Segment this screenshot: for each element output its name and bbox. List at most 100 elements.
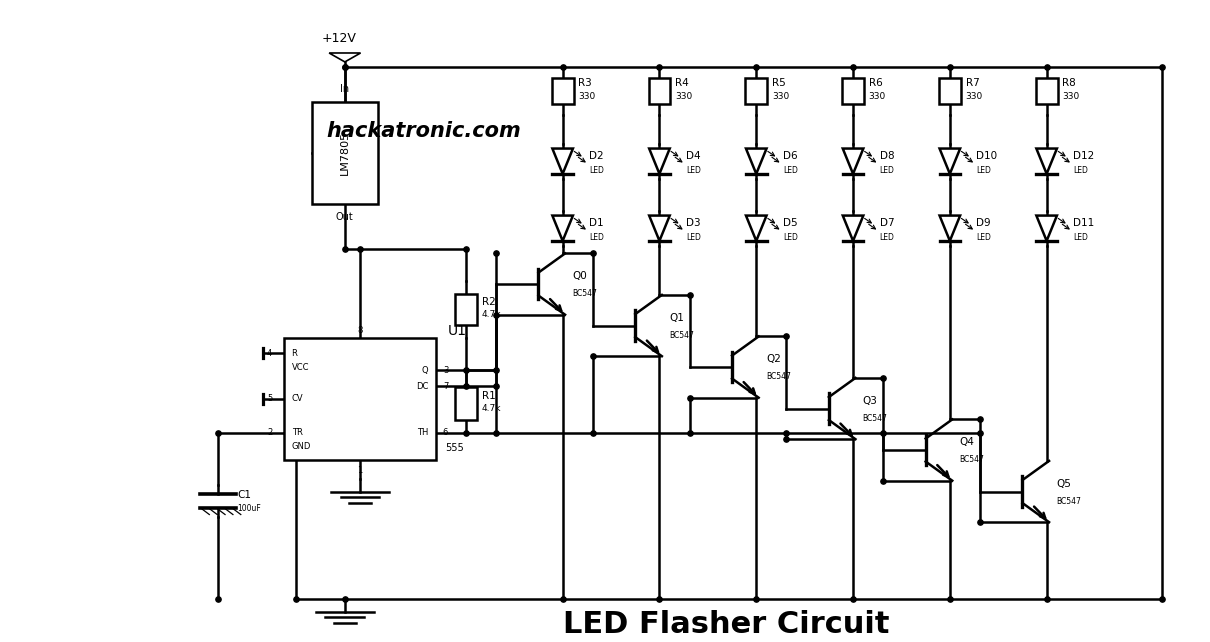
Text: BC547: BC547 — [572, 289, 598, 298]
Text: LED: LED — [783, 233, 797, 242]
Text: +12V: +12V — [322, 32, 356, 45]
Text: TR: TR — [292, 428, 302, 437]
Polygon shape — [552, 216, 574, 241]
Text: D5: D5 — [783, 218, 797, 228]
Text: 7: 7 — [443, 382, 448, 391]
Polygon shape — [940, 216, 961, 241]
Text: D9: D9 — [976, 218, 991, 228]
Text: GND: GND — [292, 442, 311, 451]
Text: R2: R2 — [482, 297, 495, 307]
Polygon shape — [940, 148, 961, 174]
Text: R3: R3 — [578, 78, 592, 89]
Text: 330: 330 — [1062, 92, 1079, 101]
Text: 6: 6 — [443, 428, 448, 437]
Text: LED: LED — [1073, 233, 1088, 242]
Bar — [552, 78, 574, 104]
Text: C1: C1 — [237, 490, 252, 499]
Text: LED: LED — [976, 166, 991, 175]
Text: LED: LED — [976, 233, 991, 242]
Text: D8: D8 — [880, 151, 894, 161]
Text: 5: 5 — [267, 394, 272, 403]
Text: 4.7k: 4.7k — [482, 404, 501, 413]
Text: Q0: Q0 — [572, 272, 587, 281]
Bar — [455, 294, 477, 325]
Text: CV: CV — [292, 394, 304, 403]
Text: R8: R8 — [1062, 78, 1076, 89]
Text: 8: 8 — [357, 325, 363, 334]
Bar — [842, 78, 864, 104]
Text: BC547: BC547 — [669, 331, 695, 340]
Text: LED: LED — [1073, 166, 1088, 175]
Text: Q2: Q2 — [766, 354, 780, 365]
Text: 330: 330 — [966, 92, 983, 101]
Text: Q1: Q1 — [669, 313, 684, 323]
Text: 330: 330 — [675, 92, 692, 101]
Text: R1: R1 — [482, 391, 495, 401]
Text: LED Flasher Circuit: LED Flasher Circuit — [563, 610, 889, 639]
Polygon shape — [1036, 216, 1058, 241]
Bar — [745, 78, 767, 104]
Polygon shape — [650, 216, 670, 241]
Text: DC: DC — [416, 382, 428, 391]
Text: D12: D12 — [1073, 151, 1095, 161]
Text: 4.7k: 4.7k — [482, 310, 501, 319]
Polygon shape — [745, 216, 767, 241]
Polygon shape — [650, 148, 670, 174]
Text: BC547: BC547 — [1056, 497, 1082, 506]
Text: D3: D3 — [686, 218, 701, 228]
Text: BC547: BC547 — [766, 372, 791, 381]
Text: D6: D6 — [783, 151, 797, 161]
Polygon shape — [842, 216, 863, 241]
Text: R: R — [292, 349, 298, 358]
Text: 2: 2 — [267, 428, 272, 437]
Bar — [311, 102, 378, 204]
Text: Q3: Q3 — [863, 396, 877, 406]
Bar — [939, 78, 961, 104]
Polygon shape — [842, 148, 863, 174]
Text: TH: TH — [417, 428, 428, 437]
Polygon shape — [329, 53, 361, 62]
Text: LED: LED — [880, 233, 894, 242]
Text: Out: Out — [336, 212, 353, 222]
Text: 330: 330 — [869, 92, 886, 101]
Text: R7: R7 — [966, 78, 979, 89]
Text: 4: 4 — [267, 349, 272, 358]
Text: 330: 330 — [772, 92, 789, 101]
Text: R5: R5 — [772, 78, 785, 89]
Bar — [649, 78, 670, 104]
Text: Q5: Q5 — [1056, 479, 1071, 489]
Text: 1: 1 — [357, 466, 363, 475]
Polygon shape — [745, 148, 767, 174]
Bar — [455, 387, 477, 421]
Text: LED: LED — [686, 233, 701, 242]
Polygon shape — [1036, 148, 1058, 174]
Text: 555: 555 — [445, 443, 463, 453]
Text: 3: 3 — [443, 366, 448, 375]
Text: LED: LED — [589, 166, 604, 175]
Text: D7: D7 — [880, 218, 894, 228]
Text: In: In — [340, 85, 350, 94]
Text: VCC: VCC — [292, 363, 309, 372]
Text: U1: U1 — [448, 324, 467, 338]
Text: BC547: BC547 — [863, 413, 888, 422]
Text: BC547: BC547 — [960, 455, 985, 464]
Text: R6: R6 — [869, 78, 882, 89]
Text: R4: R4 — [675, 78, 688, 89]
Text: hackatronic.com: hackatronic.com — [327, 121, 520, 141]
Bar — [284, 338, 436, 460]
Text: 100uF: 100uF — [237, 504, 261, 514]
Text: Q4: Q4 — [960, 437, 974, 447]
Text: D1: D1 — [589, 218, 604, 228]
Text: 330: 330 — [578, 92, 595, 101]
Text: LED: LED — [589, 233, 604, 242]
Text: Q: Q — [422, 366, 428, 375]
Text: D10: D10 — [976, 151, 997, 161]
Text: LED: LED — [686, 166, 701, 175]
Text: D2: D2 — [589, 151, 604, 161]
Text: D11: D11 — [1073, 218, 1095, 228]
Text: LM7805: LM7805 — [340, 131, 350, 175]
Polygon shape — [552, 148, 574, 174]
Text: LED: LED — [880, 166, 894, 175]
Text: LED: LED — [783, 166, 797, 175]
Bar — [1036, 78, 1058, 104]
